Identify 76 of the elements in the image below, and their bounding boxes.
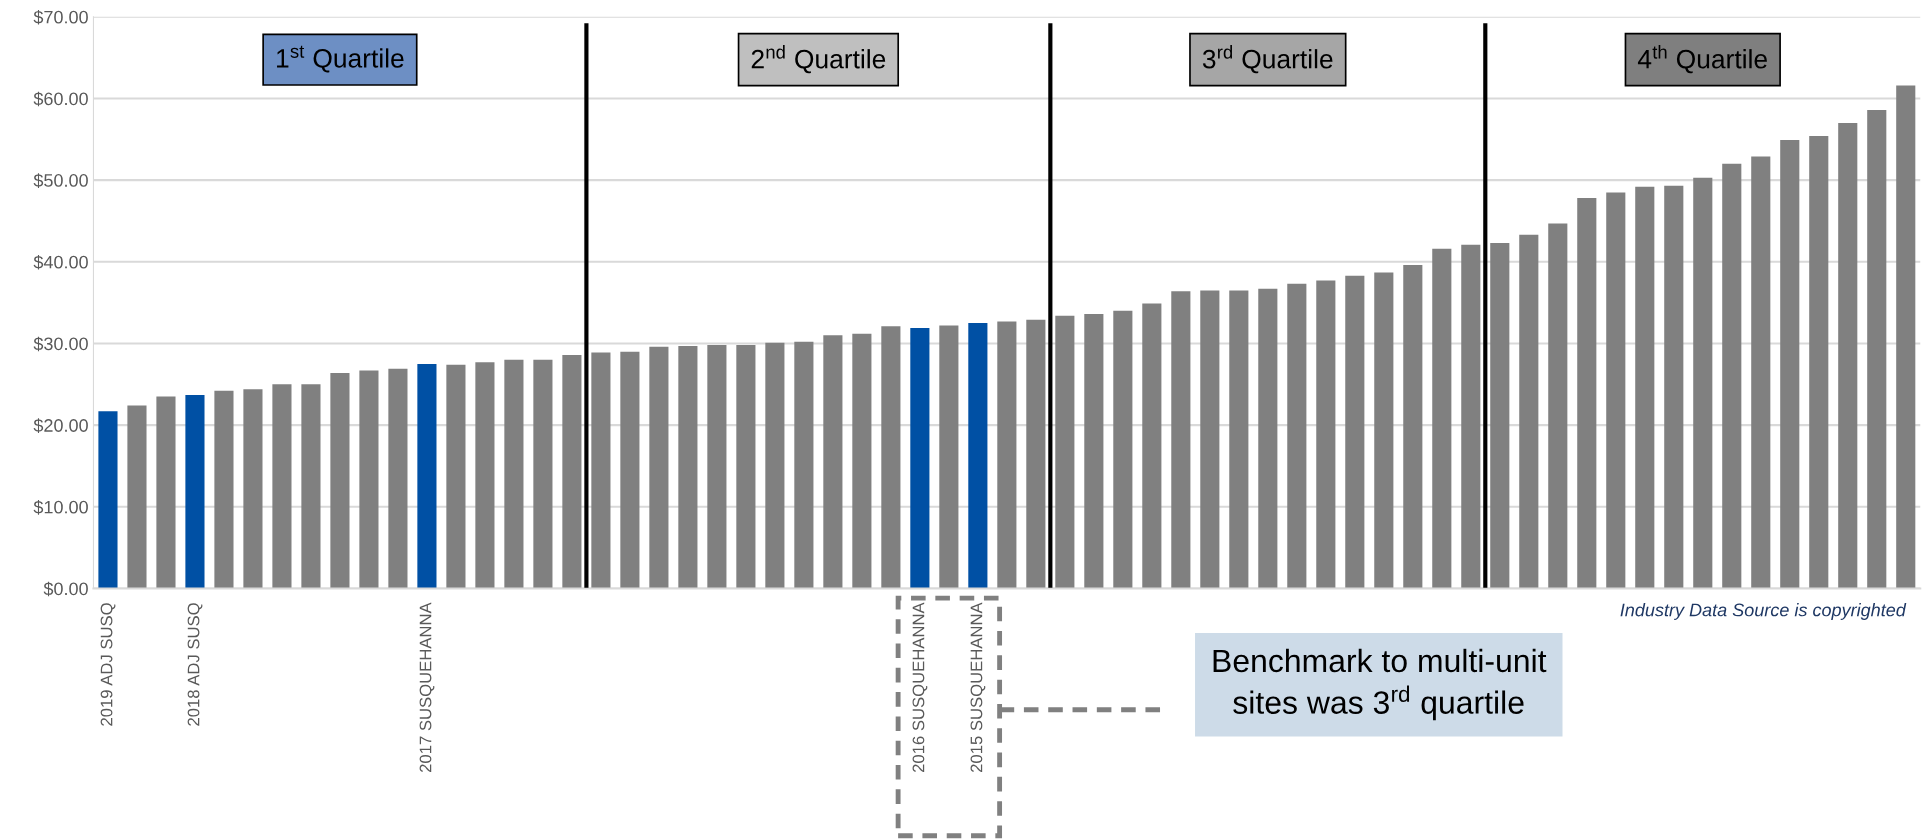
bar [1345, 275, 1365, 589]
bar [1287, 283, 1307, 589]
y-tick-label: $20.00 [33, 418, 88, 433]
x-tick-label: 2017 SUSQUEHANNA [419, 602, 435, 772]
y-tick-label: $70.00 [33, 9, 88, 25]
y-tick-label: $40.00 [33, 254, 88, 270]
bar [1142, 303, 1162, 589]
bar [1084, 314, 1104, 589]
bar [1664, 185, 1684, 589]
bar [185, 394, 205, 589]
bar [1896, 85, 1916, 589]
bar [1316, 280, 1336, 589]
text: Industry Data Source is copyrighted [1620, 603, 1907, 620]
bar [620, 351, 640, 589]
y-tick-label: $30.00 [33, 336, 88, 352]
y-tick-label: $10.00 [33, 500, 88, 515]
x-tick-label: 2019 ADJ SUSQ [100, 603, 116, 726]
bar [1229, 290, 1249, 589]
x-tick-label: 2018 ADJ SUSQ [187, 603, 203, 726]
bar [765, 342, 785, 589]
bar [939, 325, 959, 589]
bar [823, 335, 843, 589]
annotation: 4$^{th}$ Quartile [1637, 45, 1767, 74]
bar [736, 345, 756, 589]
bar [272, 384, 292, 589]
bar [1200, 290, 1220, 589]
annotation: 3$^{rd}$ Quartile [1202, 45, 1333, 74]
annotation: 1$^{st}$ Quartile [277, 45, 404, 73]
bar [1403, 265, 1423, 589]
bar [330, 372, 350, 589]
bar [794, 341, 814, 589]
bar [98, 411, 118, 589]
bar [359, 370, 379, 589]
bar [446, 364, 466, 589]
y-tick-label: $0.00 [43, 581, 88, 597]
bar [1722, 163, 1742, 589]
bar [678, 345, 698, 589]
bar [1171, 291, 1191, 589]
bar [1635, 186, 1655, 589]
bar [1432, 248, 1452, 589]
bar [1780, 140, 1800, 589]
bar [910, 327, 930, 589]
bar [1258, 288, 1278, 589]
bar [1606, 192, 1626, 589]
bar [881, 326, 901, 589]
bar [417, 363, 437, 589]
bar [1519, 234, 1539, 589]
bar [1751, 156, 1771, 589]
bar [243, 389, 263, 589]
bar [504, 359, 524, 589]
bar [301, 384, 321, 589]
text: Benchmark to multi-unit sites was 3$^{rd}$ quartile [1213, 648, 1547, 721]
bar [214, 390, 234, 589]
x-tick-label: 2015 SUSQUEHANNA [970, 602, 986, 772]
bar [156, 396, 176, 589]
bar [1113, 310, 1133, 589]
bar [127, 405, 147, 589]
bar [475, 362, 495, 589]
bar [1693, 177, 1713, 589]
bar [968, 323, 988, 589]
bar [1577, 198, 1597, 589]
bar [533, 359, 553, 589]
y-tick-label: $60.00 [33, 91, 88, 107]
bar [1548, 223, 1568, 589]
y-tick-label: $50.00 [33, 173, 88, 188]
bar [1809, 136, 1829, 589]
bar [1374, 272, 1394, 589]
bar [707, 345, 727, 589]
bar [388, 368, 408, 589]
bar [1867, 109, 1887, 589]
bar [649, 346, 669, 589]
bar [1838, 122, 1858, 589]
bar [997, 321, 1017, 589]
bar [852, 333, 872, 589]
x-tick-label: 2016 SUSQUEHANNA [912, 602, 928, 772]
annotation: 2$^{nd}$ Quartile [751, 45, 886, 74]
